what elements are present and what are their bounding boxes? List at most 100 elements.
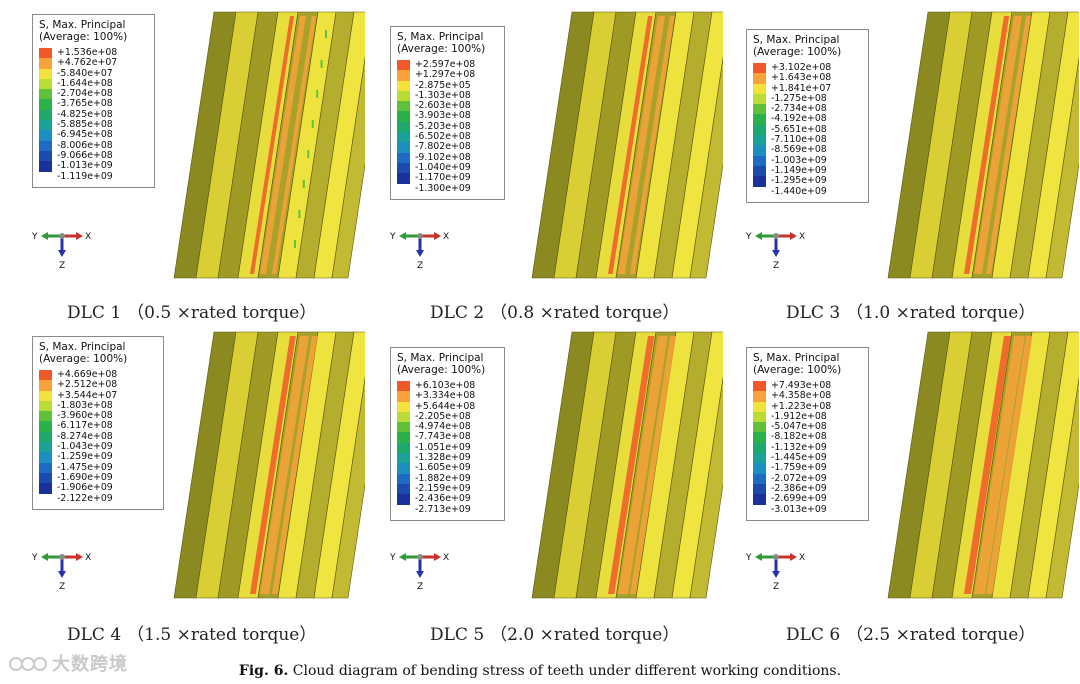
stress-band: [272, 336, 318, 594]
legend-row: -1.003e+09: [753, 154, 862, 166]
legend-value: -1.605e+09: [415, 462, 471, 474]
stress-spot: [298, 210, 301, 218]
legend-value: -1.644e+08: [57, 77, 113, 89]
x-axis-label: X: [799, 232, 805, 242]
legend-value: -2.713e+09: [415, 503, 471, 515]
figure-caption: Fig. 6. Cloud diagram of bending stress …: [0, 663, 1080, 679]
x-arrow-head: [434, 553, 441, 561]
legend-swatch: [753, 494, 766, 505]
legend-value: -9.066e+08: [57, 149, 113, 161]
legend-row: +3.102e+08: [753, 62, 862, 74]
x-axis-label: X: [85, 232, 91, 242]
x-arrow-head: [76, 553, 83, 561]
torque-label: （1.0 ×rated torque）: [846, 303, 1036, 323]
legend-swatch: [397, 483, 410, 495]
legend-swatch: [39, 48, 52, 59]
legend-value: -9.102e+08: [415, 151, 471, 163]
legend-row: -2.704e+08: [39, 88, 148, 100]
legend-subtitle: (Average: 100%): [753, 364, 842, 376]
legend-value: +5.644e+08: [415, 400, 476, 412]
legend-value: -6.502e+08: [415, 131, 471, 143]
stress-band: [964, 336, 1011, 594]
legend-value: -3.960e+08: [57, 410, 113, 422]
gear-teeth-contour: [531, 331, 723, 599]
legend-row: -3.960e+08: [39, 410, 157, 422]
stress-legend: S, Max. Principal (Average: 100%) +1.536e+…: [32, 14, 155, 188]
legend-title: S, Max. Principal: [39, 341, 126, 353]
legend-swatch: [397, 173, 410, 184]
legend-value: -1.043e+09: [57, 441, 113, 453]
legend-swatch: [753, 473, 766, 484]
axis-triad: Y X Z: [31, 232, 91, 271]
legend-title: S, Max. Principal: [39, 19, 126, 31]
legend-value: +7.493e+08: [771, 380, 832, 391]
legend-swatch: [39, 150, 52, 162]
legend-value: -1.275e+08: [771, 92, 827, 104]
legend-value: -1.303e+08: [415, 89, 471, 101]
legend-row: +6.103e+08: [397, 380, 498, 392]
legend-swatch: [39, 452, 52, 463]
legend-value: -1.882e+09: [415, 472, 471, 484]
legend-row: -2.205e+08: [397, 411, 498, 423]
legend-value: +6.103e+08: [415, 380, 476, 391]
legend-row: -1.328e+09: [397, 452, 498, 464]
stress-spot: [320, 60, 323, 68]
stress-band: [630, 336, 676, 594]
stress-band: [964, 16, 1010, 274]
stress-band: [608, 336, 655, 594]
legend-swatch: [753, 114, 766, 125]
legend-row: -1.690e+09: [39, 472, 157, 484]
legend-row: -1.475e+09: [39, 462, 157, 473]
legend-value: +1.223e+08: [771, 400, 832, 412]
legend-swatch: [39, 400, 52, 412]
legend-row: -1.803e+08: [39, 400, 157, 412]
stress-legend: S, Max. Principal (Average: 100%) +3.102e+…: [746, 29, 869, 203]
panel-caption: DLC 2 （0.8 ×rated torque）: [430, 298, 679, 323]
legend-swatch: [39, 462, 52, 473]
tooth-face: [689, 376, 723, 599]
legend-swatch: [397, 411, 410, 423]
legend-value: -5.840e+07: [57, 67, 113, 79]
legend-row: +1.536e+08: [39, 47, 148, 59]
axis-origin: [59, 233, 65, 239]
dlc-label: DLC 4: [67, 625, 122, 645]
legend-row: -2.436e+09: [397, 493, 498, 505]
legend-row: -1.605e+09: [397, 462, 498, 474]
legend-row: +5.644e+08: [397, 400, 498, 412]
legend-value: -2.159e+09: [415, 482, 471, 494]
legend-value: -3.903e+08: [415, 110, 471, 122]
legend-swatch: [39, 58, 52, 69]
stress-spot: [311, 120, 314, 128]
y-axis-label: Y: [389, 232, 396, 242]
torque-label: （1.5 ×rated torque）: [127, 625, 317, 645]
legend-value: -7.743e+08: [415, 431, 471, 443]
stress-band: [974, 16, 1022, 274]
legend-row: -1.119e+09: [39, 170, 148, 182]
legend-swatch: [753, 463, 766, 474]
panel-caption: DLC 6 （2.5 ×rated torque）: [786, 620, 1035, 645]
x-axis-label: X: [443, 553, 449, 563]
axis-origin: [417, 233, 423, 239]
legend-value: -1.119e+09: [57, 170, 113, 182]
legend-row: -8.274e+08: [39, 431, 157, 443]
legend-swatch: [39, 472, 52, 484]
legend-row: +2.597e+08: [397, 59, 498, 71]
y-arrow-head: [399, 553, 406, 561]
legend-row: -6.502e+08: [397, 131, 498, 143]
legend-value: -1.003e+09: [771, 154, 827, 166]
legend-title: S, Max. Principal: [753, 34, 840, 46]
x-arrow-head: [434, 232, 441, 240]
legend-value: -1.170e+09: [415, 172, 471, 184]
legend-swatch: [39, 78, 52, 90]
gear-teeth-contour: [173, 11, 365, 279]
legend-swatch: [39, 68, 52, 79]
stress-spot: [307, 150, 310, 158]
legend-swatch: [397, 121, 410, 133]
panel-dlc-5: S, Max. Principal (Average: 100%) +6.103e+…: [389, 328, 740, 650]
panel-caption: DLC 1 （0.5 ×rated torque）: [67, 298, 316, 323]
axis-origin: [417, 554, 423, 560]
legend-subtitle: (Average: 100%): [397, 364, 486, 376]
legend-swatch: [39, 130, 52, 141]
legend-swatch: [39, 390, 52, 401]
tooth-face: [1045, 56, 1079, 279]
